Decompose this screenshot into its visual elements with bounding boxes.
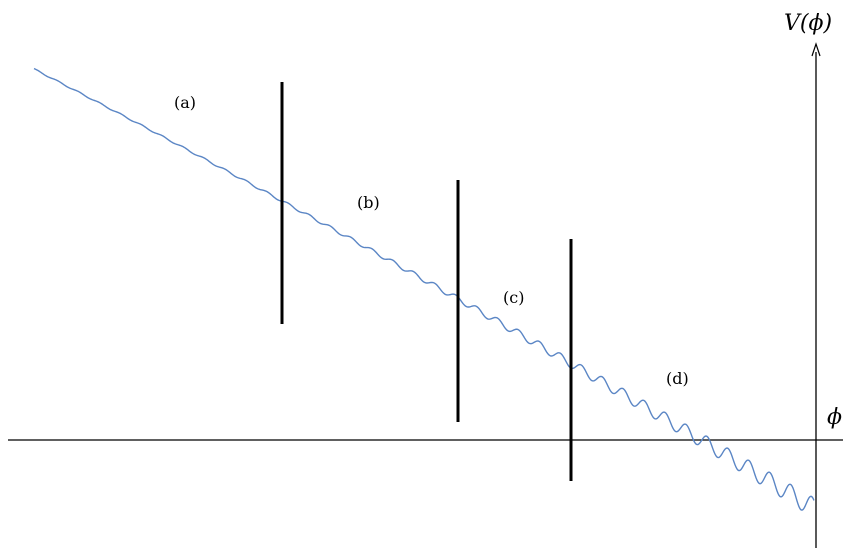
region-label-a: (a)	[174, 93, 196, 112]
x-axis-label: ϕ	[827, 405, 842, 430]
potential-curve	[33, 67, 815, 511]
region-label-c: (c)	[503, 288, 524, 307]
y-axis-label: V(ϕ)	[784, 11, 832, 36]
region-dividers	[280, 82, 573, 481]
axes	[8, 42, 843, 548]
y-axis-arrowhead	[811, 42, 821, 57]
region-label-d: (d)	[666, 369, 689, 388]
region-label-b: (b)	[357, 193, 380, 212]
